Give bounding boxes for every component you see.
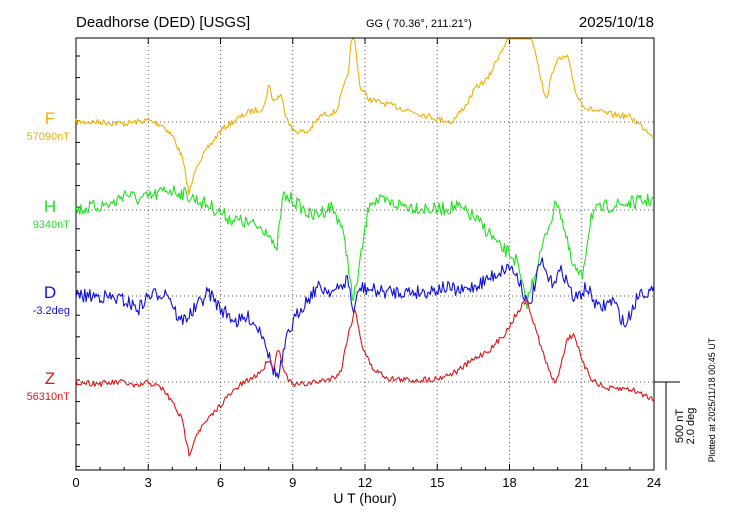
x-tick-label: 24 [647,475,661,490]
x-tick-label: 9 [289,475,296,490]
x-axis-title: U T (hour) [333,490,396,506]
x-tick-label: 6 [217,475,224,490]
series-baseline-D: -3.2deg [33,305,70,317]
scale-bar-nt-label: 500 nT [674,409,686,444]
series-lines [75,38,655,457]
series-line-H [75,185,655,310]
series-line-Z [75,298,655,457]
series-baseline-H: 9340nT [33,219,71,231]
series-line-D [75,257,655,379]
series-name-H: H [44,197,56,216]
series-labels: F 57090nT H 9340nT D -3.2deg Z 56310nT [27,109,71,403]
series-baseline-F: 57090nT [27,131,71,143]
x-tick-label: 0 [72,475,79,490]
station-title: Deadhorse (DED) [USGS] [76,14,250,31]
x-axis-ticks: 0 3 6 9 12 15 18 21 24 [72,38,661,490]
series-name-D: D [44,283,56,302]
x-tick-label: 15 [430,475,444,490]
plotted-at-note: Plotted at 2025/11/18 00:45 UT [707,337,717,462]
chart-date: 2025/10/18 [579,14,654,31]
x-tick-label: 3 [145,475,152,490]
station-coords: GG ( 70.36°, 211.21°) [366,18,472,30]
vertical-grid [147,38,583,470]
x-tick-label: 12 [358,475,372,490]
series-line-F [75,38,655,196]
scale-bar-deg-label: 2.0 deg [685,408,697,445]
baseline-grid [76,121,654,383]
scale-bar: 500 nT 2.0 deg [654,381,697,470]
series-name-Z: Z [45,369,55,388]
series-baseline-Z: 56310nT [27,391,71,403]
x-tick-label: 18 [502,475,516,490]
x-tick-label: 21 [575,475,589,490]
series-name-F: F [45,109,55,128]
